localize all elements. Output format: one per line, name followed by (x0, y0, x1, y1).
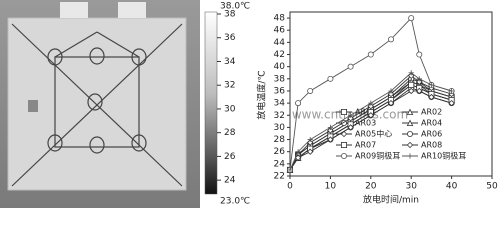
marker (416, 78, 423, 86)
y-tick-label: 34 (274, 99, 286, 109)
marker (428, 93, 435, 101)
colorbar (204, 11, 218, 195)
marker (327, 124, 333, 131)
y-tick-label: 28 (274, 135, 286, 145)
marker (448, 99, 455, 107)
colorbar-tick-label: 38 (224, 10, 236, 20)
marker (348, 112, 354, 118)
legend-label: AR07 (355, 141, 376, 150)
marker (428, 82, 434, 88)
label-patch (28, 100, 38, 112)
x-axis-label: 放电时间/min (363, 194, 419, 206)
marker (408, 87, 415, 95)
x-tick-label: 10 (325, 182, 337, 192)
marker (408, 15, 415, 22)
y-tick-label: 38 (274, 74, 286, 84)
colorbar-tick-label: 26 (224, 152, 236, 162)
marker (295, 100, 302, 107)
y-tick-label: 32 (274, 111, 285, 121)
legend-marker (406, 130, 413, 137)
y-axis-label: 放电温度/℃ (256, 70, 268, 119)
colorbar-tick-label: 34 (224, 57, 236, 67)
legend-label: AR06 (421, 130, 442, 139)
y-tick-label: 42 (274, 50, 285, 60)
marker (307, 136, 313, 143)
watermark: www.cntronics.com (292, 108, 408, 122)
plot-frame (289, 11, 493, 177)
x-tick-label: 30 (405, 182, 417, 192)
marker (367, 51, 374, 58)
legend-marker (406, 108, 414, 115)
y-tick-label: 46 (274, 26, 286, 36)
legend-marker (406, 141, 414, 149)
marker (367, 102, 374, 110)
colorbar-tick-label: 24 (224, 176, 236, 186)
colorbar-tick-label: 36 (224, 33, 236, 43)
marker (347, 115, 354, 122)
y-tick-label: 22 (274, 172, 285, 182)
marker (368, 100, 374, 106)
y-tick-label: 24 (274, 159, 286, 169)
legend-label: AR02 (421, 108, 442, 117)
colorbar-max: 38.0℃ (220, 2, 250, 12)
legend-marker (407, 153, 413, 159)
y-tick-label: 36 (274, 86, 286, 96)
tab (118, 2, 146, 18)
marker (416, 76, 422, 82)
legend-marker (340, 152, 347, 159)
thermal-image (0, 0, 200, 208)
marker (307, 148, 314, 155)
legend-label: AR04 (421, 119, 442, 128)
marker (327, 75, 334, 82)
marker (449, 88, 455, 94)
marker (287, 167, 293, 173)
y-tick-label: 40 (274, 62, 286, 72)
colorbar-ticks: 38 36 34 32 30 28 26 24 (217, 10, 236, 186)
legend-label: AR10铜极耳 (421, 151, 466, 161)
marker (294, 154, 302, 161)
marker (388, 88, 394, 94)
marker (307, 87, 314, 94)
marker (327, 127, 334, 134)
tab (60, 2, 88, 18)
x-tick-label: 20 (365, 182, 377, 192)
legend-marker (340, 109, 347, 116)
y-tick-label: 48 (274, 14, 286, 24)
marker (408, 70, 414, 76)
x-tick-label: 0 (287, 182, 293, 192)
marker (416, 51, 423, 58)
legend-marker (340, 130, 348, 138)
sensor-layout (11, 23, 183, 187)
figure: 38.0℃ 23.0℃ 38 36 34 32 30 28 26 24 放电温度/℃ 放电时间… (0, 0, 498, 208)
marker (408, 81, 415, 88)
legend-label: AR05中心 (355, 129, 392, 139)
legend-marker (406, 119, 414, 126)
colorbar-tick-label: 30 (224, 104, 236, 114)
line-chart: 放电温度/℃ 放电时间/min www.cntronics.com 22 24 26… (256, 11, 498, 206)
y-tick-label: 26 (274, 147, 286, 157)
marker (347, 63, 354, 70)
marker (327, 136, 334, 143)
colorbar-tick-label: 28 (224, 128, 236, 138)
x-tick-label: 40 (446, 182, 458, 192)
marker (295, 149, 301, 155)
x-tick-label: 50 (486, 182, 498, 192)
colorbar-min: 23.0℃ (220, 197, 250, 207)
y-tick-label: 30 (274, 123, 286, 133)
legend-label: AR08 (421, 141, 442, 150)
y-tick-label: 44 (274, 38, 286, 48)
legend-label: AR09铜极耳 (355, 151, 400, 161)
colorbar-tick-label: 32 (224, 81, 235, 91)
legend-marker (340, 141, 347, 148)
marker (367, 112, 374, 119)
marker (387, 90, 395, 98)
marker (416, 87, 423, 95)
marker (387, 36, 394, 43)
legend-label: AR03 (355, 119, 376, 128)
marker (387, 99, 395, 107)
marker (347, 124, 354, 131)
